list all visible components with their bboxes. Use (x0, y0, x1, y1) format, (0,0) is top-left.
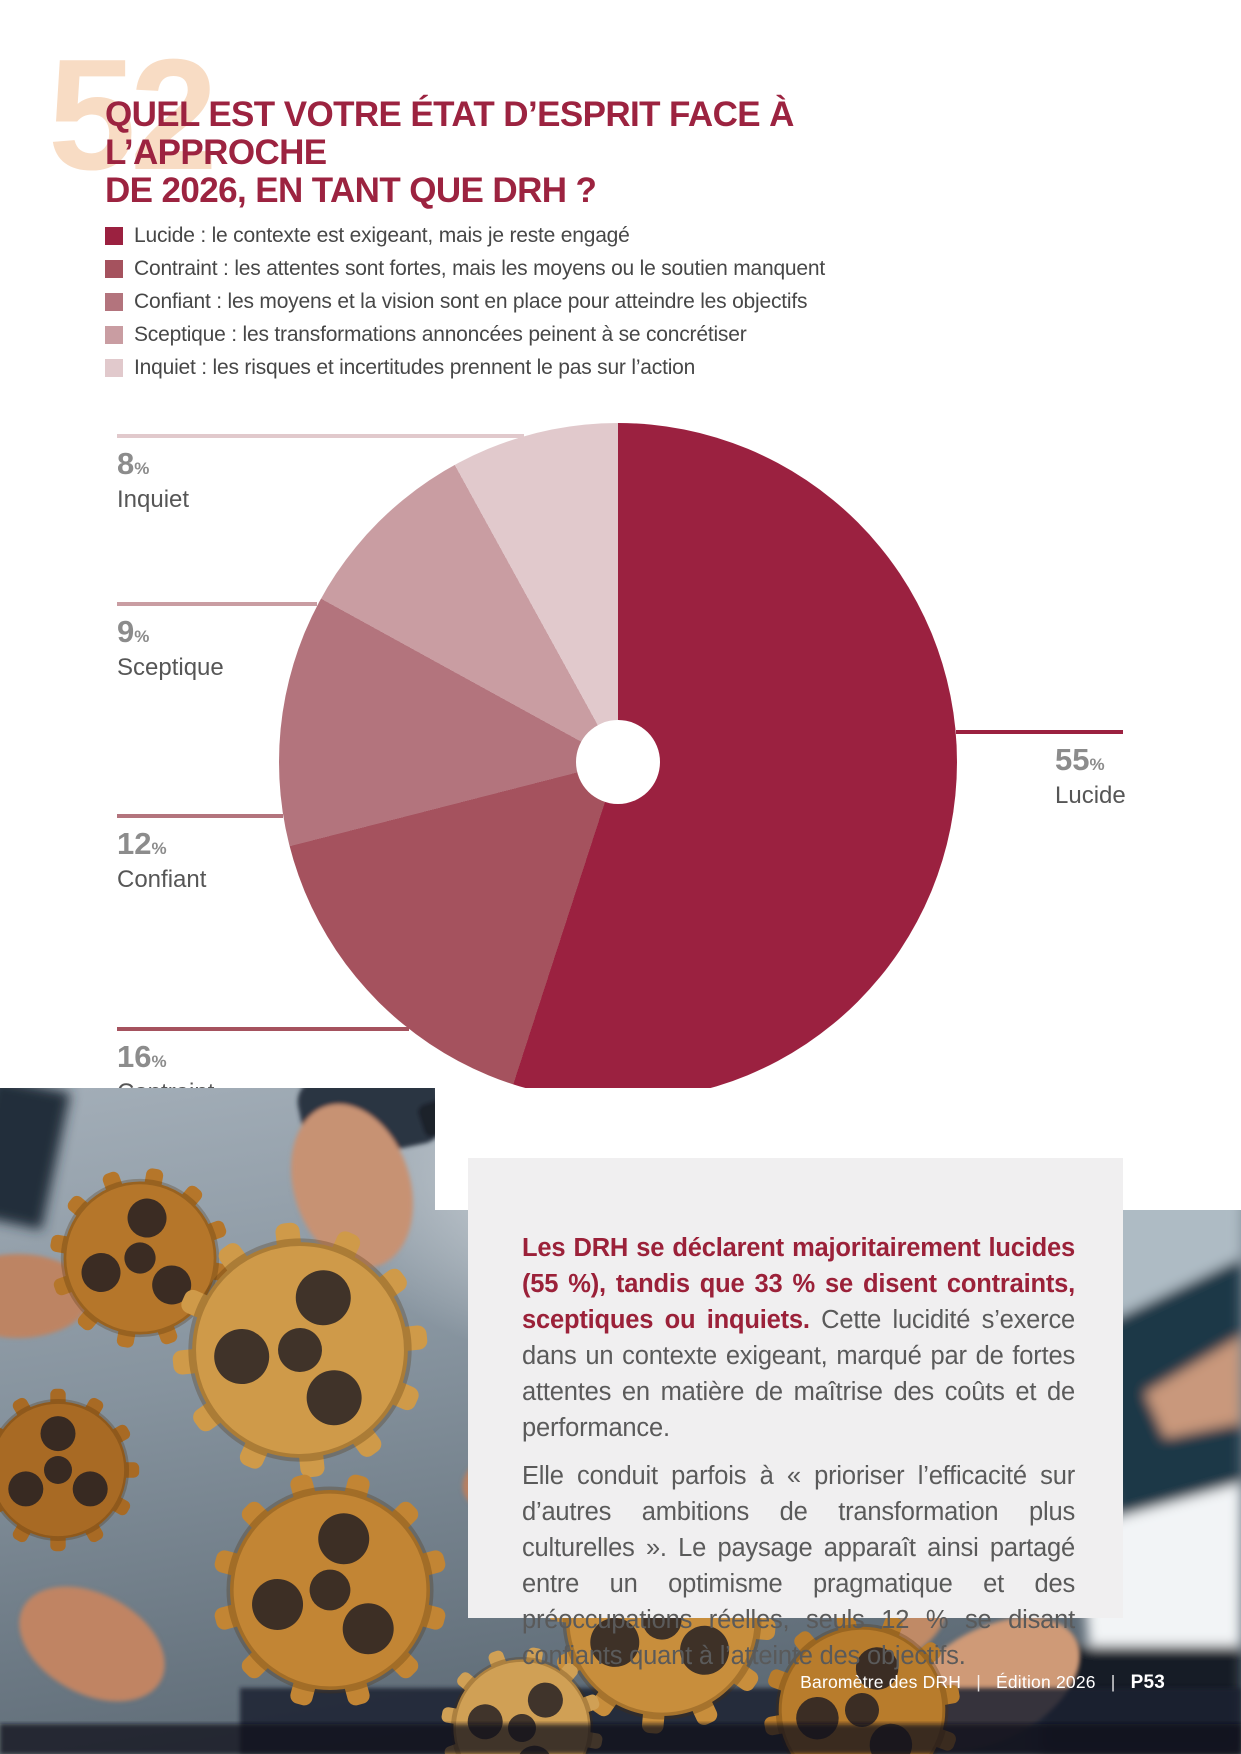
callout-value: 16% (117, 1039, 167, 1074)
callout-label: Confiant (117, 866, 207, 893)
callout-label: Lucide (1055, 782, 1126, 809)
callout-value: 9% (117, 614, 150, 649)
legend-label: Lucide : le contexte est exigeant, mais … (134, 223, 630, 247)
page-title-line1: QUEL EST VOTRE ÉTAT D’ESPRIT FACE À L’AP… (105, 95, 794, 172)
callout-line-confiant (117, 814, 283, 818)
footer-separator: | (976, 1672, 981, 1692)
callout-value: 8% (117, 446, 150, 481)
callout-value: 55% (1055, 742, 1105, 777)
legend-item-inquiet: Inquiet : les risques et incertitudes pr… (105, 351, 825, 384)
insight-highlight: Les DRH se déclarent majoritairement luc… (522, 1234, 1075, 1334)
pie-chart-hole (576, 720, 660, 804)
legend-label: Confiant : les moyens et la vision sont … (134, 289, 808, 313)
legend-label: Contraint : les attentes sont fortes, ma… (134, 256, 826, 280)
legend-swatch-sceptique-icon (105, 325, 123, 344)
legend-item-contraint: Contraint : les attentes sont fortes, ma… (105, 252, 825, 285)
callout-line-sceptique (117, 602, 317, 606)
callout-label: Inquiet (117, 486, 190, 513)
footer-publication: Baromètre des DRH (800, 1672, 962, 1692)
callout-line-contraint (117, 1027, 409, 1031)
callout-label: Sceptique (117, 654, 224, 681)
legend-label: Inquiet : les risques et incertitudes pr… (134, 355, 696, 379)
page-title-line2: DE 2026, EN TANT QUE DRH ? (105, 171, 597, 210)
page-title: QUEL EST VOTRE ÉTAT D’ESPRIT FACE À L’AP… (105, 96, 985, 210)
insight-paragraph-2: Elle conduit parfois à « prioriser l’eff… (522, 1462, 1075, 1670)
legend-label: Sceptique : les transformations annoncée… (134, 322, 747, 346)
chart-legend: Lucide : le contexte est exigeant, mais … (105, 219, 825, 384)
legend-item-sceptique: Sceptique : les transformations annoncée… (105, 318, 825, 351)
page-footer: Baromètre des DRH | Édition 2026 | P53 (800, 1672, 1165, 1694)
legend-item-lucide: Lucide : le contexte est exigeant, mais … (105, 219, 825, 252)
question-number-watermark: 52 (48, 27, 218, 203)
footer-separator: | (1110, 1672, 1116, 1692)
footer-page-number: P53 (1130, 1672, 1165, 1693)
insight-paragraph-1: Les DRH se déclarent majoritairement luc… (522, 1230, 1075, 1446)
legend-swatch-lucide-icon (105, 226, 123, 245)
callout-line-lucide (956, 730, 1123, 734)
legend-swatch-confiant-icon (105, 292, 123, 311)
insight-box: Les DRH se déclarent majoritairement luc… (468, 1158, 1123, 1670)
legend-swatch-inquiet-icon (105, 358, 123, 377)
legend-swatch-contraint-icon (105, 259, 123, 278)
callout-line-inquiet (117, 434, 524, 438)
callout-value: 12% (117, 826, 167, 861)
insight-paragraph-1-rest: Cette lucidité s’exerce dans un contexte… (522, 1306, 1075, 1442)
footer-edition: Édition 2026 (996, 1672, 1096, 1692)
legend-item-confiant: Confiant : les moyens et la vision sont … (105, 285, 825, 318)
